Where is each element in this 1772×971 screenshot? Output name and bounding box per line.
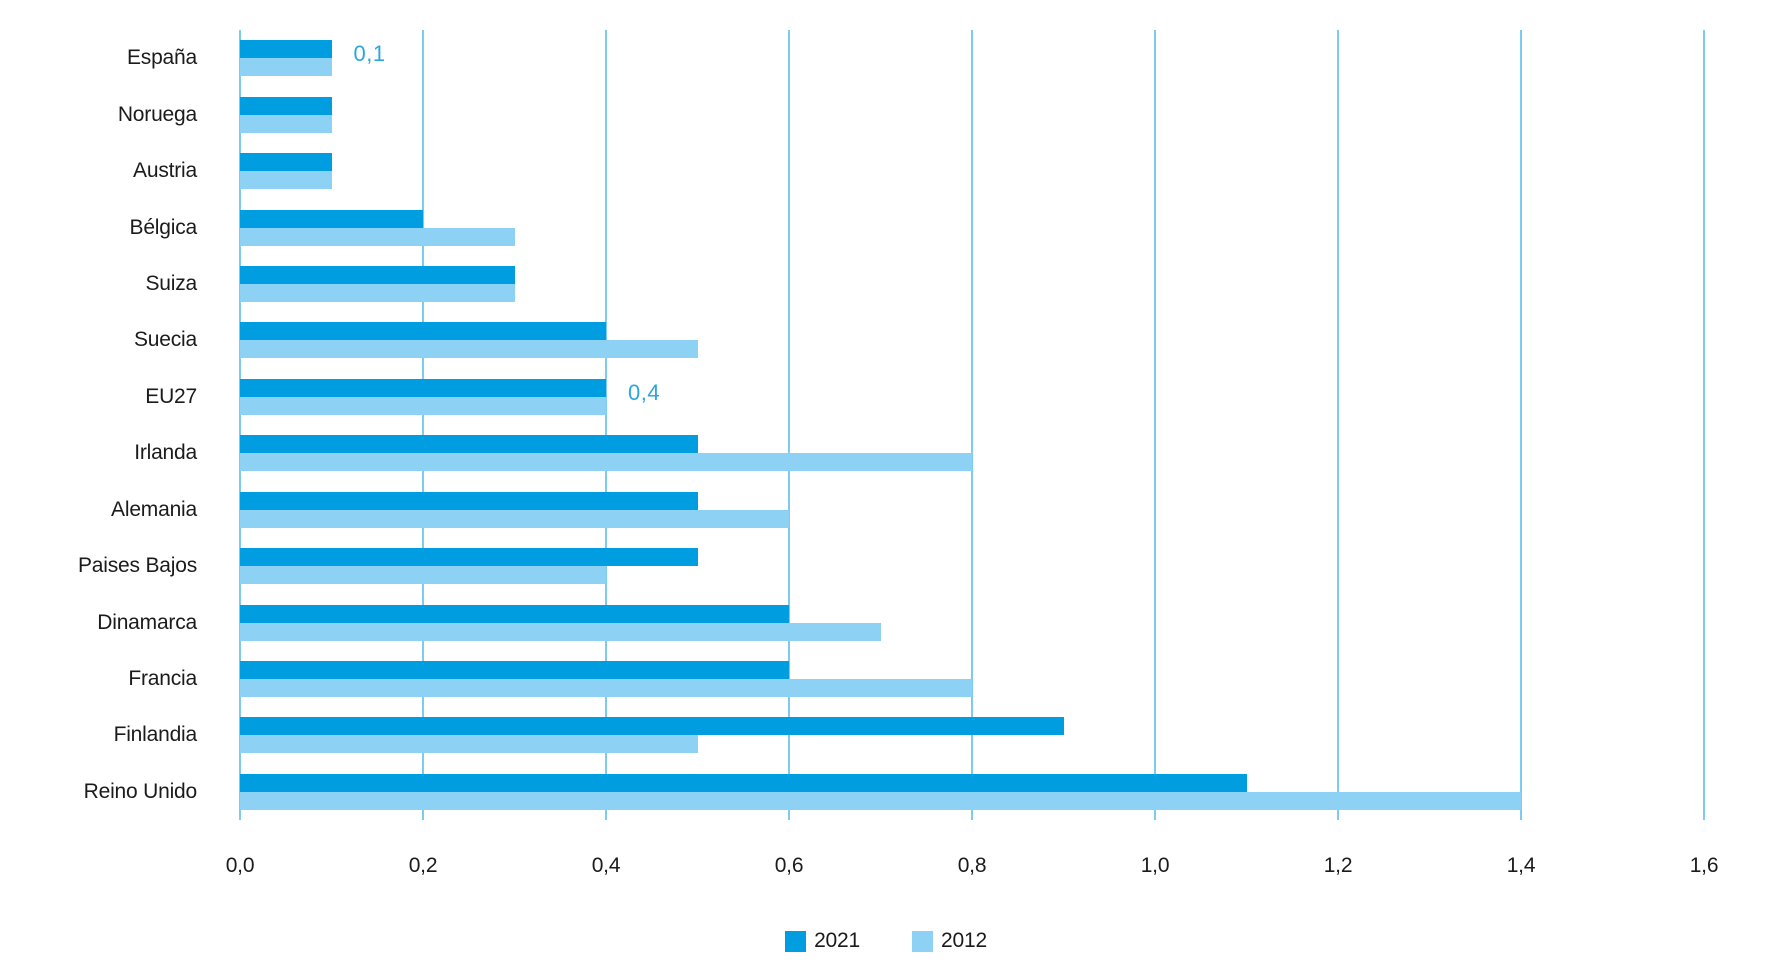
gridline (1337, 30, 1339, 820)
x-axis-tick-label: 1,4 (1506, 854, 1536, 877)
category-label: Austria (133, 159, 197, 183)
x-axis-tick-label: 0,0 (225, 854, 255, 877)
gridline (239, 30, 241, 820)
bar-2012 (240, 227, 515, 246)
bar-2021 (240, 435, 698, 454)
gridline (1703, 30, 1705, 820)
bar-2012 (240, 340, 698, 359)
plot-area (239, 30, 1705, 820)
bar-2021 (240, 322, 606, 341)
bar-2021 (240, 40, 332, 59)
category-label: Noruega (117, 102, 197, 126)
x-axis-tick-label: 0,2 (408, 854, 438, 877)
bar-2012 (240, 453, 972, 472)
bar-2012 (240, 622, 881, 641)
bar-2021 (240, 265, 515, 284)
legend-label-2021: 2021 (814, 929, 860, 952)
bar-2021 (240, 153, 332, 172)
x-axis-tick-label: 0,4 (591, 854, 621, 877)
x-axis-tick-label: 1,0 (1140, 854, 1170, 877)
legend-swatch-2012 (912, 930, 933, 952)
value-annotation: 0,4 (628, 379, 661, 405)
legend: 2021 2012 (0, 929, 1772, 953)
gridline (788, 30, 790, 820)
gridline (422, 30, 424, 820)
bar-2021 (240, 773, 1247, 792)
bar-2021 (240, 209, 423, 228)
category-label: EU27 (145, 384, 197, 408)
bar-2021 (240, 491, 698, 510)
bar-2021 (240, 717, 1064, 736)
bar-2012 (240, 396, 606, 415)
bar-2012 (240, 566, 606, 585)
bar-2021 (240, 96, 332, 115)
category-label: Paises Bajos (78, 554, 197, 578)
category-label: España (126, 46, 197, 70)
legend-item-2012: 2012 (912, 929, 987, 953)
bar-2012 (240, 171, 332, 190)
bar-2012 (240, 58, 332, 77)
category-label: Irlanda (134, 441, 197, 465)
bar-2012 (240, 114, 332, 133)
legend-item-2021: 2021 (785, 929, 860, 953)
x-axis-tick-label: 0,8 (957, 854, 987, 877)
category-label: Alemania (111, 497, 197, 521)
bar-2012 (240, 791, 1521, 810)
x-axis-tick-label: 1,2 (1323, 854, 1353, 877)
gridline (1154, 30, 1156, 820)
bar-2021 (240, 548, 698, 567)
category-label: Bélgica (129, 215, 198, 239)
bar-2012 (240, 678, 972, 697)
bar-2021 (240, 378, 606, 397)
bar-2012 (240, 735, 698, 754)
category-label: Finlandia (113, 723, 198, 747)
gridline (971, 30, 973, 820)
gridline (1520, 30, 1522, 820)
legend-swatch-2021 (785, 930, 807, 952)
category-label: Suecia (133, 328, 197, 352)
bar-2021 (240, 604, 789, 623)
category-label: Francia (128, 666, 197, 690)
category-label: Dinamarca (97, 610, 197, 634)
x-axis-tick-label: 1,6 (1689, 854, 1719, 877)
value-annotation: 0,1 (353, 41, 386, 67)
legend-label-2012: 2012 (941, 929, 987, 952)
category-label: Suiza (145, 271, 197, 295)
bar-2012 (240, 509, 789, 528)
bar-2021 (240, 660, 789, 679)
gridline (605, 30, 607, 820)
x-axis-tick-label: 0,6 (774, 854, 804, 877)
category-label: Reino Unido (83, 779, 198, 803)
bar-2012 (240, 283, 515, 302)
